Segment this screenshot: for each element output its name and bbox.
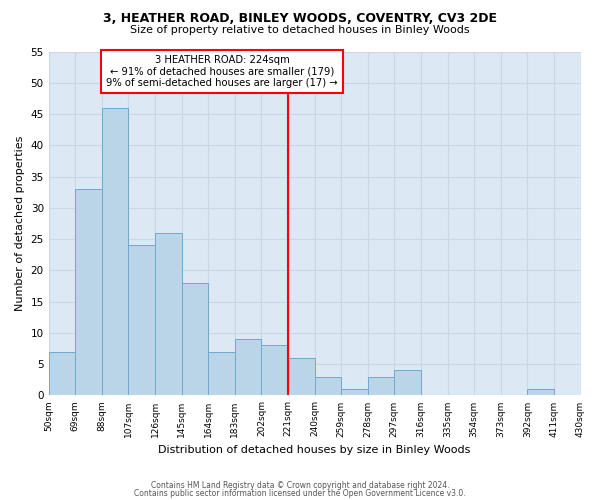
Bar xyxy=(235,339,262,396)
Bar xyxy=(102,108,128,396)
Bar xyxy=(128,246,155,396)
Bar xyxy=(49,352,75,396)
Text: 3 HEATHER ROAD: 224sqm
← 91% of detached houses are smaller (179)
9% of semi-det: 3 HEATHER ROAD: 224sqm ← 91% of detached… xyxy=(106,54,338,88)
Bar xyxy=(182,283,208,396)
Text: 3, HEATHER ROAD, BINLEY WOODS, COVENTRY, CV3 2DE: 3, HEATHER ROAD, BINLEY WOODS, COVENTRY,… xyxy=(103,12,497,26)
Text: Contains public sector information licensed under the Open Government Licence v3: Contains public sector information licen… xyxy=(134,488,466,498)
Bar xyxy=(394,370,421,396)
Bar xyxy=(208,352,235,396)
Bar xyxy=(527,389,554,396)
Bar xyxy=(288,358,314,396)
Bar xyxy=(75,189,102,396)
Bar xyxy=(368,376,394,396)
Text: Size of property relative to detached houses in Binley Woods: Size of property relative to detached ho… xyxy=(130,25,470,35)
Y-axis label: Number of detached properties: Number of detached properties xyxy=(15,136,25,311)
Bar xyxy=(341,389,368,396)
Bar xyxy=(314,376,341,396)
X-axis label: Distribution of detached houses by size in Binley Woods: Distribution of detached houses by size … xyxy=(158,445,471,455)
Text: Contains HM Land Registry data © Crown copyright and database right 2024.: Contains HM Land Registry data © Crown c… xyxy=(151,481,449,490)
Bar xyxy=(155,233,182,396)
Bar xyxy=(262,346,288,396)
